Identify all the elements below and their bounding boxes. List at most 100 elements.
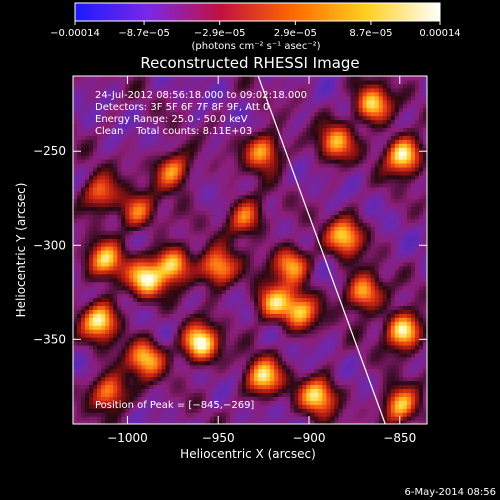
heatmap-cell [254, 305, 259, 310]
heatmap-cell [125, 297, 130, 303]
heatmap-cell [193, 348, 199, 354]
heatmap-cell [161, 329, 167, 334]
heatmap-cell [266, 376, 271, 382]
heatmap-cell [217, 289, 223, 295]
heatmap-cell [89, 416, 94, 421]
heatmap-cell [153, 250, 159, 255]
heatmap-cell [258, 333, 263, 338]
heatmap-cell [193, 384, 199, 390]
heatmap-cell [153, 281, 159, 287]
heatmap-cell [350, 242, 356, 247]
heatmap-cell [145, 388, 151, 393]
heatmap-cell [193, 380, 199, 386]
heatmap-cell [101, 226, 106, 231]
heatmap-cell [258, 408, 263, 413]
heatmap-cell [318, 333, 324, 338]
heatmap-cell [330, 238, 336, 243]
heatmap-cell [149, 380, 155, 386]
heatmap-cell [101, 297, 106, 303]
heatmap-cell [73, 368, 78, 374]
heatmap-cell [225, 309, 231, 314]
heatmap-cell [169, 388, 175, 393]
heatmap-cell [217, 384, 223, 390]
heatmap-cell [137, 360, 142, 366]
heatmap-cell [221, 372, 227, 378]
heatmap-cell [101, 309, 106, 314]
heatmap-cell [386, 412, 392, 417]
heatmap-cell [290, 269, 295, 275]
heatmap-cell [129, 230, 134, 235]
heatmap-cell [250, 337, 255, 342]
heatmap-cell [241, 309, 247, 314]
heatmap-cell [402, 305, 408, 310]
heatmap-cell [394, 416, 400, 421]
heatmap-cell [358, 340, 364, 346]
heatmap-cell [326, 313, 332, 318]
heatmap-cell [286, 368, 291, 374]
heatmap-cell [370, 202, 376, 208]
heatmap-cell [274, 376, 279, 382]
heatmap-cell [414, 206, 420, 212]
heatmap-cell [422, 293, 427, 299]
heatmap-cell [274, 380, 279, 386]
heatmap-cell [213, 380, 219, 386]
heatmap-cell [334, 376, 340, 382]
heatmap-cell [81, 297, 86, 303]
heatmap-cell [197, 281, 203, 287]
heatmap-cell [101, 301, 106, 306]
heatmap-cell [141, 368, 147, 374]
heatmap-cell [201, 344, 207, 350]
heatmap-cell [169, 376, 175, 382]
heatmap-cell [173, 372, 179, 378]
heatmap-cell [290, 321, 295, 326]
heatmap-cell [370, 420, 376, 424]
heatmap-cell [225, 246, 231, 251]
heatmap-cell [338, 246, 344, 251]
heatmap-cell [129, 301, 134, 306]
heatmap-cell [97, 372, 102, 378]
heatmap-cell [342, 206, 348, 212]
heatmap-cell [294, 206, 299, 212]
heatmap-cell [250, 325, 255, 330]
heatmap-cell [262, 289, 267, 295]
heatmap-cell [310, 317, 315, 322]
heatmap-cell [113, 333, 118, 338]
heatmap-cell [101, 404, 106, 409]
heatmap-cell [278, 344, 283, 350]
heatmap-cell [177, 420, 183, 424]
heatmap-cell [209, 206, 215, 212]
heatmap-cell [77, 333, 82, 338]
heatmap-cell [81, 265, 86, 271]
heatmap-cell [117, 408, 122, 413]
heatmap-cell [358, 368, 364, 374]
heatmap-cell [366, 222, 372, 227]
heatmap-cell [129, 396, 134, 401]
heatmap-cell [93, 404, 98, 409]
heatmap-cell [165, 333, 171, 338]
heatmap-cell [286, 297, 291, 303]
heatmap-cell [390, 293, 396, 299]
heatmap-cell [374, 261, 380, 267]
heatmap-cell [205, 301, 211, 306]
heatmap-cell [298, 269, 303, 275]
heatmap-cell [398, 392, 404, 397]
heatmap-cell [258, 344, 263, 350]
heatmap-cell [89, 253, 94, 259]
heatmap-cell [189, 416, 195, 421]
heatmap-cell [205, 317, 211, 322]
heatmap-cell [294, 348, 299, 354]
heatmap-cell [93, 246, 98, 251]
heatmap-cell [330, 281, 336, 287]
heatmap-cell [366, 348, 372, 354]
heatmap-cell [73, 281, 78, 287]
heatmap-cell [270, 253, 275, 259]
heatmap-cell [270, 360, 275, 366]
heatmap-cell [326, 396, 332, 401]
heatmap-cell [217, 368, 223, 374]
heatmap-cell [177, 253, 183, 259]
heatmap-cell [258, 376, 263, 382]
heatmap-cell [366, 313, 372, 318]
heatmap-cell [394, 420, 400, 424]
heatmap-cell [133, 313, 138, 318]
heatmap-cell [117, 281, 122, 287]
